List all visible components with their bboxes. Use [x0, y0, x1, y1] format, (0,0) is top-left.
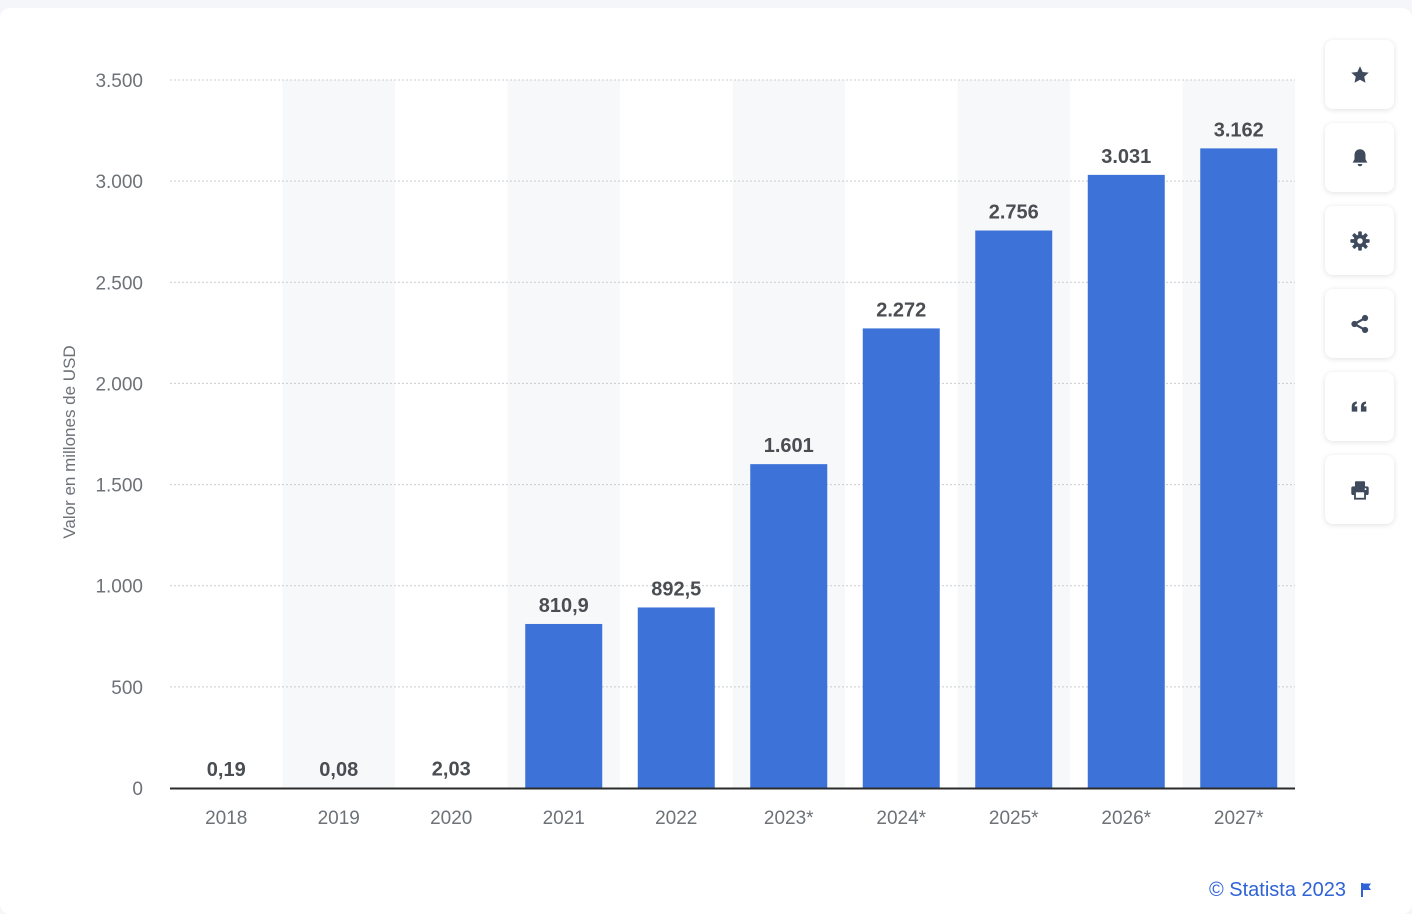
value-label: 3.162 [1214, 119, 1264, 141]
x-tick-label: 2019 [318, 808, 360, 829]
x-tick-label: 2027* [1214, 808, 1264, 829]
cite-button[interactable] [1325, 372, 1394, 441]
bar[interactable] [750, 464, 828, 788]
x-tick-label: 2020 [430, 808, 472, 829]
y-tick-label: 1.500 [95, 476, 143, 497]
bars [187, 148, 1278, 789]
value-label: 2.272 [876, 299, 926, 321]
favorite-button[interactable] [1325, 40, 1394, 109]
bar[interactable] [1087, 174, 1165, 788]
notification-button[interactable] [1325, 123, 1394, 192]
credit-text: © Statista 2023 [1208, 878, 1346, 901]
print-icon [1350, 480, 1369, 500]
x-tick-label: 2023* [764, 808, 814, 829]
star-icon [1350, 65, 1369, 83]
value-label: 892,5 [651, 578, 701, 600]
value-label: 810,9 [539, 595, 589, 617]
bell-icon [1352, 148, 1367, 166]
y-tick-label: 3.000 [95, 172, 143, 193]
bar[interactable] [1200, 148, 1278, 789]
y-tick-label: 1.000 [95, 577, 143, 598]
statista-credit-link[interactable]: © Statista 2023 [1209, 878, 1372, 902]
value-label: 1.601 [764, 435, 814, 457]
column-band [282, 80, 395, 788]
bar[interactable] [975, 230, 1053, 789]
value-labels: 0,19 0,08 2,03 810,9 892,5 1.601 2.272 2.756 3.0… [207, 119, 1264, 781]
x-tick-label: 2021 [543, 808, 585, 829]
chart-card: 0 500 1.000 1.500 2.000 2.500 3.000 3.500 0,19 0… [0, 8, 1412, 914]
x-tick-label: 2024* [876, 808, 926, 829]
y-tick-label: 2.000 [95, 374, 143, 395]
print-button[interactable] [1325, 455, 1394, 524]
x-tick-label: 2018 [205, 808, 247, 829]
gear-icon [1349, 230, 1370, 251]
y-tick-label: 2.500 [95, 273, 143, 294]
value-label: 2.756 [989, 202, 1039, 224]
y-axis-ticks: 0 500 1.000 1.500 2.000 2.500 3.000 3.500 [95, 71, 143, 800]
toolbar [1325, 40, 1394, 538]
share-icon [1350, 314, 1368, 333]
x-tick-label: 2025* [989, 808, 1039, 829]
flag-icon [1361, 883, 1371, 897]
settings-button[interactable] [1325, 206, 1394, 275]
y-axis-label: Valor en millones de USD [60, 345, 79, 538]
value-label: 3.031 [1101, 146, 1151, 168]
bar[interactable] [862, 328, 940, 788]
share-button[interactable] [1325, 289, 1394, 358]
x-axis-ticks: 2018 2019 2020 2021 2022 2023* 2024* 2025* 2026*… [205, 808, 1264, 829]
bar[interactable] [637, 607, 715, 788]
y-tick-label: 3.500 [95, 71, 143, 92]
y-tick-label: 0 [132, 779, 143, 800]
quote-icon [1351, 401, 1366, 412]
value-label: 0,19 [207, 759, 246, 781]
x-tick-label: 2026* [1101, 808, 1151, 829]
value-label: 0,08 [319, 759, 358, 781]
y-tick-label: 500 [111, 678, 143, 699]
value-label: 2,03 [432, 759, 471, 781]
bar[interactable] [525, 623, 603, 788]
x-tick-label: 2022 [655, 808, 697, 829]
